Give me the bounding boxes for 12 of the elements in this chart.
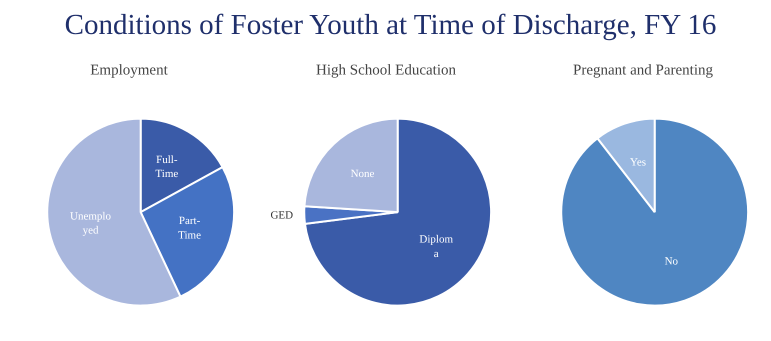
slice-label: GED xyxy=(270,209,294,222)
text: Conditions of Foster Youth at Time of Discharge, FY 16 xyxy=(64,8,716,43)
slice-label: No xyxy=(664,256,679,268)
chart-title: High School Education xyxy=(316,62,456,78)
chart-title: Pregnant and Parenting xyxy=(573,62,714,78)
chart-subtitle: Employment xyxy=(90,62,169,78)
slice-label: None xyxy=(350,168,375,180)
slice-label: Unemplo yed xyxy=(70,210,112,237)
slice-label: Yes xyxy=(630,156,646,169)
slice-label: Diplom a xyxy=(419,234,454,260)
slice-label: Full- Time xyxy=(155,154,178,180)
slice-label: Part- Time xyxy=(178,215,202,242)
